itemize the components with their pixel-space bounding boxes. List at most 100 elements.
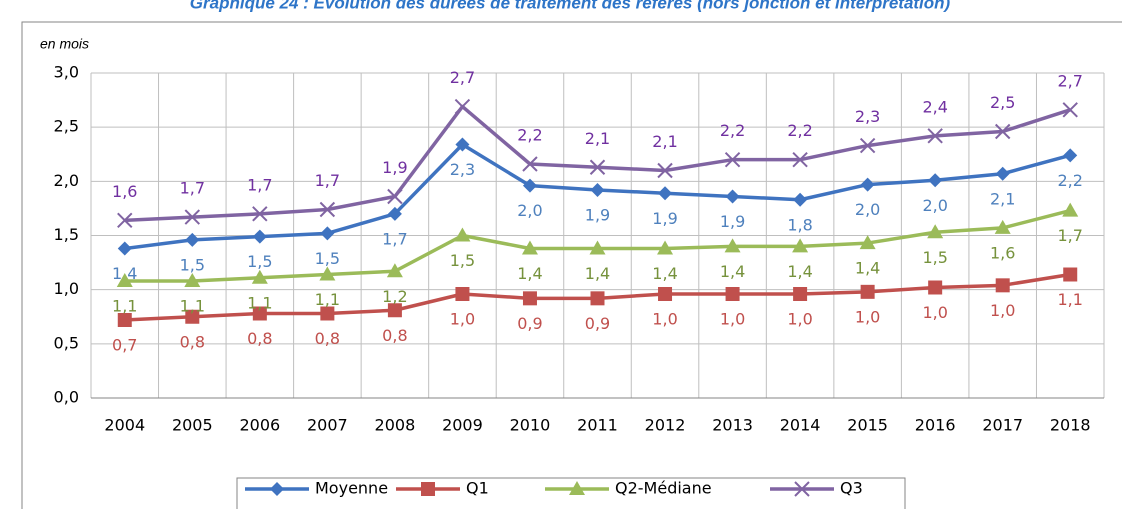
legend-label: Moyenne xyxy=(315,479,388,498)
data-label: 1,4 xyxy=(720,262,745,281)
marker-diamond xyxy=(1063,148,1078,163)
data-label: 2,0 xyxy=(517,201,542,220)
data-label: 2,0 xyxy=(922,196,947,215)
marker-triangle xyxy=(386,263,403,278)
data-label: 1,0 xyxy=(450,310,475,329)
data-label: 1,9 xyxy=(720,212,745,231)
marker-square xyxy=(1063,267,1078,282)
x-tick-label: 2008 xyxy=(375,416,416,435)
marker-x xyxy=(794,481,810,497)
marker-square xyxy=(117,313,132,327)
data-label: 1,5 xyxy=(922,248,947,267)
x-tick-label: 2009 xyxy=(442,416,483,435)
marker-square xyxy=(387,303,402,318)
data-label: 1,0 xyxy=(855,307,880,326)
x-tick-label: 2005 xyxy=(172,416,213,435)
x-tick-label: 2006 xyxy=(239,416,280,435)
marker-x xyxy=(454,98,471,115)
data-label: 1,0 xyxy=(652,310,677,329)
data-label: 0,8 xyxy=(382,326,407,345)
data-label: 1,1 xyxy=(112,297,137,316)
data-label: 2,1 xyxy=(990,189,1015,208)
marker-square xyxy=(928,280,943,295)
marker-x xyxy=(859,137,876,154)
data-label: 1,7 xyxy=(180,179,205,198)
marker-x xyxy=(589,159,606,175)
marker-square xyxy=(185,309,200,324)
data-label: 1,4 xyxy=(585,264,610,283)
marker-diamond xyxy=(117,241,132,256)
marker-x xyxy=(117,212,133,229)
data-label: 0,8 xyxy=(315,329,340,348)
marker-diamond xyxy=(793,192,808,207)
data-label: 2,7 xyxy=(450,68,475,87)
data-label: 1,9 xyxy=(585,206,610,225)
chart-title: Graphique 24 : Évolution des durées de t… xyxy=(190,0,951,12)
x-tick-label: 2004 xyxy=(104,416,145,435)
data-label: 1,6 xyxy=(990,243,1015,262)
marker-triangle xyxy=(589,240,606,255)
marker-triangle xyxy=(657,240,674,255)
marker-square xyxy=(995,278,1010,293)
marker-diamond xyxy=(387,206,402,221)
data-label: 2,7 xyxy=(1058,71,1083,90)
marker-triangle xyxy=(251,269,268,284)
x-tick-label: 2016 xyxy=(915,416,956,435)
x-tick-label: 2012 xyxy=(645,416,686,435)
x-tick-label: 2007 xyxy=(307,416,348,435)
data-label: 1,4 xyxy=(517,264,542,283)
y-tick-label: 2,0 xyxy=(54,171,79,190)
data-label: 2,1 xyxy=(585,129,610,148)
marker-diamond xyxy=(522,178,537,193)
data-label: 1,0 xyxy=(922,303,947,322)
marker-triangle xyxy=(116,273,133,287)
marker-triangle xyxy=(319,266,336,281)
data-label: 1,4 xyxy=(855,259,880,278)
marker-diamond xyxy=(590,183,605,197)
marker-diamond xyxy=(185,232,200,247)
marker-triangle xyxy=(1062,202,1079,217)
data-label: 2,1 xyxy=(652,132,677,151)
marker-diamond xyxy=(320,226,335,241)
marker-x xyxy=(319,201,336,218)
data-label: 1,4 xyxy=(652,264,677,283)
y-tick-label: 2,5 xyxy=(54,117,79,136)
x-tick-label: 2014 xyxy=(780,416,821,435)
y-tick-label: 3,0 xyxy=(54,63,79,82)
marker-diamond xyxy=(995,166,1010,181)
data-label: 2,2 xyxy=(517,126,542,145)
marker-diamond xyxy=(928,173,943,188)
marker-diamond xyxy=(725,189,740,204)
x-tick-label: 2017 xyxy=(982,416,1023,435)
y-tick-label: 1,0 xyxy=(54,279,79,298)
marker-x xyxy=(252,206,268,222)
marker-square xyxy=(793,287,808,301)
marker-x xyxy=(724,151,741,168)
legend-label: Q3 xyxy=(840,479,863,498)
marker-diamond xyxy=(455,137,470,152)
data-label: 1,1 xyxy=(180,297,205,316)
data-label: 1,6 xyxy=(112,182,137,201)
marker-square xyxy=(522,291,537,306)
marker-triangle xyxy=(792,238,809,253)
marker-x xyxy=(522,156,538,172)
marker-triangle xyxy=(521,240,538,255)
marker-square xyxy=(860,284,875,299)
data-label: 2,2 xyxy=(720,121,745,140)
data-label: 2,4 xyxy=(922,97,947,116)
data-label: 1,4 xyxy=(787,262,812,281)
data-label: 1,1 xyxy=(1058,290,1083,309)
data-label: 0,9 xyxy=(585,314,610,333)
marker-diamond xyxy=(252,229,267,244)
marker-x xyxy=(792,151,808,168)
marker-diamond xyxy=(860,177,875,192)
marker-square xyxy=(590,291,605,306)
data-label: 1,5 xyxy=(450,251,475,270)
data-label: 1,1 xyxy=(315,290,340,309)
y-tick-label: 0,0 xyxy=(54,388,79,407)
data-label: 2,2 xyxy=(1058,171,1083,190)
marker-x xyxy=(1062,102,1078,118)
data-label: 1,7 xyxy=(247,175,272,194)
data-label: 1,9 xyxy=(382,158,407,177)
